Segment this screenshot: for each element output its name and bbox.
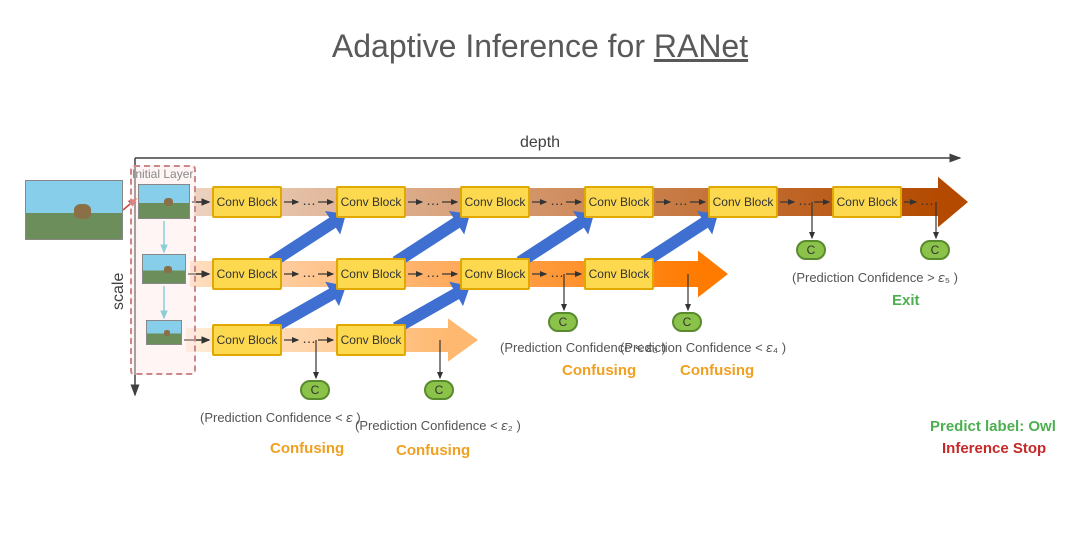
thumb-0 xyxy=(138,184,190,219)
input-image xyxy=(25,180,123,240)
conv-block-r1-c1: Conv Block xyxy=(336,258,406,290)
annotation-1: Confusing xyxy=(270,440,344,457)
dots-tail-r0: … xyxy=(920,192,934,208)
conv-block-r2-c1: Conv Block xyxy=(336,324,406,356)
title-prefix: Adaptive Inference for xyxy=(332,28,654,64)
dots-r0-c4: … xyxy=(798,192,812,208)
annotation-0: (Prediction Confidence < 𝜀 ) xyxy=(200,410,361,426)
conv-block-r0-c3: Conv Block xyxy=(584,186,654,218)
annotation-8: (Prediction Confidence > 𝜀₅ ) xyxy=(792,270,958,286)
classifier-2: C xyxy=(548,312,578,332)
conv-block-r0-c1: Conv Block xyxy=(336,186,406,218)
conv-block-r1-c3: Conv Block xyxy=(584,258,654,290)
initial-layer-label: Initial Layer xyxy=(132,167,193,181)
title-underlined: RANet xyxy=(654,28,748,64)
conv-block-r0-c2: Conv Block xyxy=(460,186,530,218)
thumb-2 xyxy=(146,320,182,345)
dots-r0-c3: … xyxy=(674,192,688,208)
annotation-9: Exit xyxy=(892,292,920,309)
dots-r0-c2: … xyxy=(550,192,564,208)
annotation-10: Predict label: Owl xyxy=(930,418,1056,435)
conv-block-r0-c0: Conv Block xyxy=(212,186,282,218)
annotation-6: (Prediction Confidence < 𝜀₄ ) xyxy=(620,340,786,356)
dots-r1-c1: … xyxy=(426,264,440,280)
annotation-11: Inference Stop xyxy=(942,440,1046,457)
classifier-0: C xyxy=(300,380,330,400)
dots-r1-c2: … xyxy=(550,264,564,280)
conv-block-r2-c0: Conv Block xyxy=(212,324,282,356)
axis-label-depth: depth xyxy=(520,134,560,152)
dots-r0-c0: … xyxy=(302,192,316,208)
conv-block-r1-c0: Conv Block xyxy=(212,258,282,290)
conv-block-r1-c2: Conv Block xyxy=(460,258,530,290)
annotation-5: Confusing xyxy=(562,362,636,379)
annotation-3: Confusing xyxy=(396,442,470,459)
classifier-3: C xyxy=(672,312,702,332)
dots-r0-c1: … xyxy=(426,192,440,208)
conv-block-r0-c4: Conv Block xyxy=(708,186,778,218)
axis-label-scale: scale xyxy=(110,273,128,310)
classifier-1: C xyxy=(424,380,454,400)
annotation-7: Confusing xyxy=(680,362,754,379)
conv-block-r0-c5: Conv Block xyxy=(832,186,902,218)
classifier-5: C xyxy=(920,240,950,260)
dots-r2-c0: … xyxy=(302,330,316,346)
dots-r1-c0: … xyxy=(302,264,316,280)
classifier-4: C xyxy=(796,240,826,260)
page-title: Adaptive Inference for RANet xyxy=(0,28,1080,65)
thumb-1 xyxy=(142,254,186,284)
annotation-2: (Prediction Confidence < 𝜀₂ ) xyxy=(355,418,521,434)
